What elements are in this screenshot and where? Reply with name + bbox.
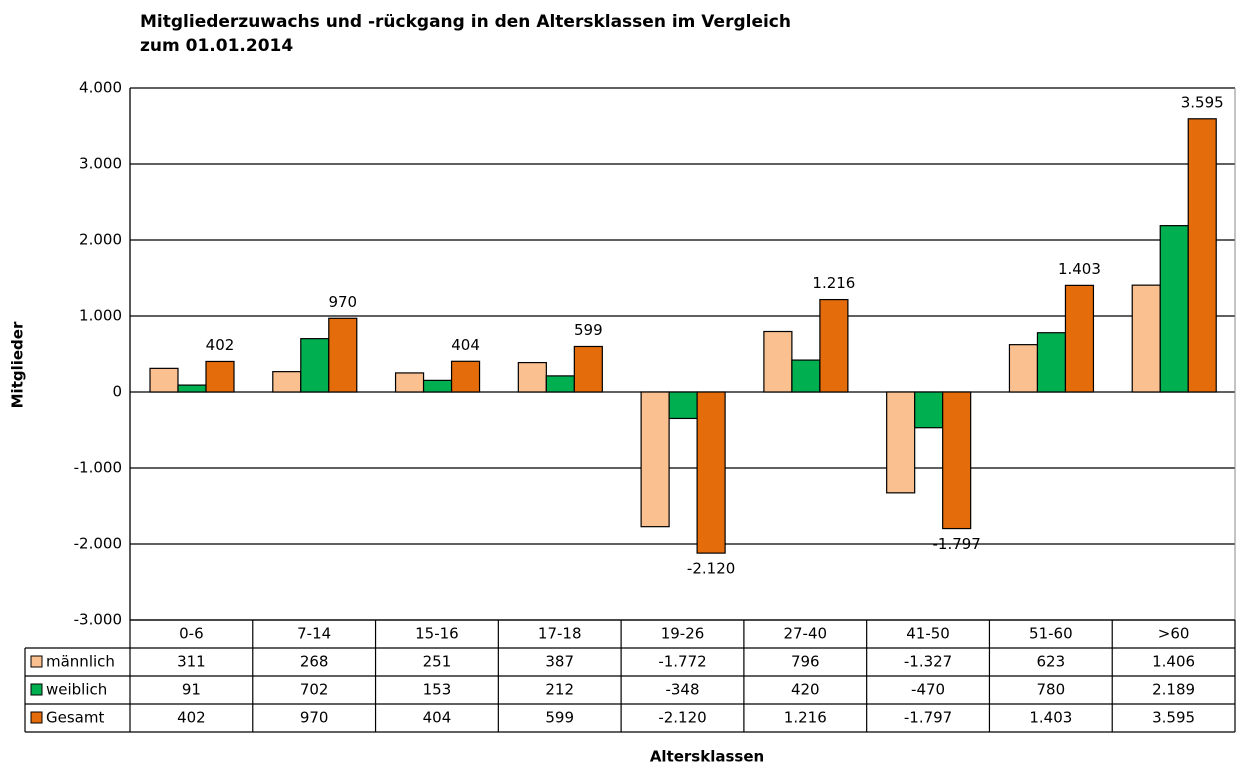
bar xyxy=(272,371,302,393)
x-tick-label: 51-60 xyxy=(1029,625,1073,643)
bar xyxy=(640,391,670,528)
x-tick-label: >60 xyxy=(1158,625,1190,643)
table-cell: 404 xyxy=(423,709,452,727)
legend-label: Gesamt xyxy=(46,709,104,727)
bar xyxy=(573,345,603,393)
bar xyxy=(1064,284,1095,393)
y-axis-label: Mitglieder xyxy=(9,321,27,408)
legend-swatch xyxy=(30,683,43,696)
table-cell: 387 xyxy=(545,653,574,671)
bar xyxy=(914,391,944,429)
x-tick-label: 19-26 xyxy=(661,625,705,643)
table-cell: 1.406 xyxy=(1152,653,1195,671)
legend-label: männlich xyxy=(46,653,115,671)
y-tick-label: 3.000 xyxy=(79,155,122,173)
bar xyxy=(149,367,179,393)
bar xyxy=(422,379,453,393)
y-tick-label: 4.000 xyxy=(79,79,122,97)
table-cell: 1.216 xyxy=(784,709,827,727)
table-cell: 702 xyxy=(300,681,329,699)
bar xyxy=(1159,225,1189,393)
bar xyxy=(696,391,726,554)
data-label: 1.403 xyxy=(1058,260,1101,278)
bar xyxy=(517,361,547,393)
table-cell: 153 xyxy=(423,681,452,699)
table-cell: 402 xyxy=(177,709,206,727)
table-cell: 420 xyxy=(791,681,820,699)
y-tick-label: -1.000 xyxy=(74,459,122,477)
table-cell: 212 xyxy=(545,681,574,699)
data-label: 3.595 xyxy=(1181,93,1224,111)
bar xyxy=(1187,118,1217,393)
data-label: 970 xyxy=(328,293,357,311)
data-label: -1.797 xyxy=(932,535,980,553)
bar xyxy=(763,330,793,393)
table-cell: 599 xyxy=(545,709,574,727)
x-tick-label: 0-6 xyxy=(179,625,204,643)
table-cell: 3.595 xyxy=(1152,709,1195,727)
y-tick-label: 1.000 xyxy=(79,307,122,325)
y-tick-label: 2.000 xyxy=(79,231,122,249)
bar xyxy=(1008,344,1039,393)
table-cell: -1.772 xyxy=(658,653,706,671)
x-axis-label: Altersklassen xyxy=(650,748,764,766)
x-tick-label: 15-16 xyxy=(415,625,459,643)
legend-label: weiblich xyxy=(46,681,107,699)
data-label: -2.120 xyxy=(687,560,735,578)
table-cell: 2.189 xyxy=(1152,681,1195,699)
data-label: 404 xyxy=(451,336,480,354)
table-cell: -1.327 xyxy=(904,653,952,671)
legend-swatch xyxy=(30,711,43,724)
table-cell: 1.403 xyxy=(1029,709,1072,727)
bar xyxy=(1131,284,1161,393)
bar xyxy=(328,317,358,393)
legend-swatch xyxy=(30,655,43,668)
bar xyxy=(394,372,425,393)
table-cell: 780 xyxy=(1037,681,1066,699)
chart-title: zum 01.01.2014 xyxy=(140,36,293,56)
bar xyxy=(1036,332,1067,393)
y-tick-label: -3.000 xyxy=(74,611,122,629)
table-cell: -348 xyxy=(665,681,699,699)
table-cell: -2.120 xyxy=(658,709,706,727)
bar xyxy=(450,360,481,393)
bar xyxy=(942,391,972,530)
x-tick-label: 17-18 xyxy=(538,625,582,643)
table-cell: 311 xyxy=(177,653,206,671)
x-tick-label: 41-50 xyxy=(906,625,950,643)
bar xyxy=(819,298,849,393)
table-cell: 268 xyxy=(300,653,329,671)
chart-title: Mitgliederzuwachs und -rückgang in den A… xyxy=(140,12,791,32)
bar xyxy=(300,338,330,393)
data-label: 599 xyxy=(574,321,603,339)
table-cell: -1.797 xyxy=(904,709,952,727)
y-tick-label: 0 xyxy=(112,383,122,401)
y-tick-label: -2.000 xyxy=(74,535,122,553)
bar xyxy=(668,391,698,420)
bar xyxy=(205,360,235,393)
table-cell: 251 xyxy=(423,653,452,671)
table-cell: 91 xyxy=(182,681,201,699)
bar xyxy=(545,375,575,393)
table-cell: 623 xyxy=(1037,653,1066,671)
bar xyxy=(177,384,207,393)
x-tick-label: 7-14 xyxy=(297,625,331,643)
data-label: 1.216 xyxy=(812,274,855,292)
x-tick-label: 27-40 xyxy=(783,625,827,643)
bar xyxy=(886,391,916,494)
bar xyxy=(791,359,821,393)
table-cell: 970 xyxy=(300,709,329,727)
table-cell: -470 xyxy=(911,681,945,699)
data-label: 402 xyxy=(206,336,235,354)
table-cell: 796 xyxy=(791,653,820,671)
